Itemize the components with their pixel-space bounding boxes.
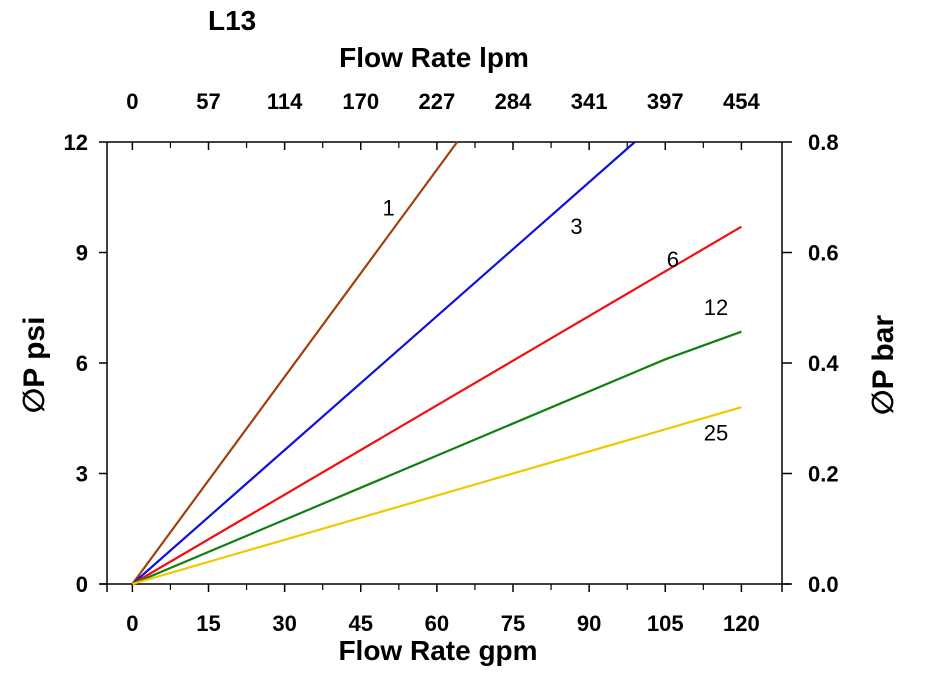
x-tick-label: 15	[196, 611, 220, 636]
x2-tick-label: 454	[723, 89, 760, 114]
y-tick-label: 0	[76, 572, 88, 597]
x-tick-label: 30	[272, 611, 296, 636]
x-tick-label: 75	[501, 611, 525, 636]
left-ticks: 0 3 6 9 12	[64, 130, 107, 597]
y-tick-label: 12	[64, 130, 88, 155]
series-line-25	[132, 406, 742, 586]
series-label-25: 25	[704, 420, 728, 445]
x-tick-label: 0	[126, 611, 138, 636]
series-label-3: 3	[570, 214, 582, 239]
top-axis-title: Flow Rate lpm	[339, 42, 529, 73]
x2-tick-label: 397	[647, 89, 684, 114]
bottom-axis-title: Flow Rate gpm	[338, 635, 537, 666]
x-tick-label: 120	[723, 611, 760, 636]
top-ticks: 0 57 114 170 227 284 341 397 454	[126, 89, 761, 150]
x2-tick-label: 0	[126, 89, 138, 114]
x2-tick-label: 114	[267, 89, 303, 114]
series-line-1	[131, 141, 459, 585]
x2-tick-label: 57	[196, 89, 220, 114]
chart-title: L13	[208, 5, 256, 36]
series-lines	[131, 141, 742, 586]
x2-tick-label: 170	[342, 89, 379, 114]
series-labels: 1 3 6 12 25	[383, 196, 729, 446]
series-line-6	[131, 225, 742, 585]
right-ticks: 0.0 0.2 0.4 0.6 0.8	[782, 130, 839, 597]
y2-tick-label: 0.2	[808, 462, 839, 487]
y2-tick-label: 0.4	[808, 351, 839, 376]
x2-tick-label: 227	[419, 89, 456, 114]
left-axis-title: ∅P psi	[18, 317, 51, 414]
series-line-3	[131, 141, 636, 585]
y2-tick-label: 0.8	[808, 130, 839, 155]
x-tick-label: 90	[577, 611, 601, 636]
bottom-ticks: 0 15 30 45 60 75 90 105 120	[106, 584, 783, 636]
y-tick-label: 3	[76, 462, 88, 487]
x2-tick-label: 341	[571, 89, 608, 114]
y2-tick-label: 0.0	[808, 572, 839, 597]
series-label-12: 12	[704, 295, 728, 320]
y2-tick-label: 0.6	[808, 241, 839, 266]
series-label-1: 1	[383, 196, 395, 221]
x2-tick-label: 284	[495, 89, 532, 114]
x-tick-label: 105	[647, 611, 684, 636]
series-label-6: 6	[667, 247, 679, 272]
x-tick-label: 45	[349, 611, 373, 636]
x-tick-label: 60	[425, 611, 449, 636]
y-tick-label: 9	[76, 241, 88, 266]
plot-frame	[100, 141, 790, 585]
series-line-12	[131, 330, 742, 586]
right-axis-title: ∅P bar	[867, 315, 900, 416]
y-tick-label: 6	[76, 351, 88, 376]
